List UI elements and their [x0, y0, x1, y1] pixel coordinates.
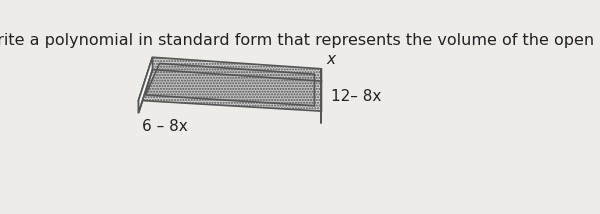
Polygon shape — [139, 57, 152, 113]
Polygon shape — [139, 57, 322, 111]
Polygon shape — [146, 63, 314, 106]
Text: 6 – 8x: 6 – 8x — [142, 119, 188, 134]
Text: 12– 8x: 12– 8x — [331, 89, 381, 104]
Text: Write a polynomial in standard form that represents the volume of the open box.: Write a polynomial in standard form that… — [0, 33, 600, 48]
Text: x: x — [326, 52, 335, 67]
Polygon shape — [139, 57, 152, 113]
